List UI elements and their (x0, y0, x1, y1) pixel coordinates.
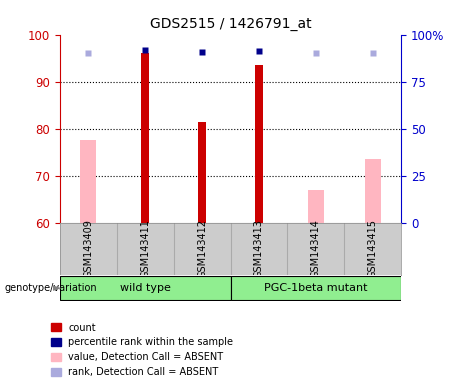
Legend: count, percentile rank within the sample, value, Detection Call = ABSENT, rank, : count, percentile rank within the sample… (51, 323, 233, 377)
Text: wild type: wild type (120, 283, 171, 293)
Bar (230, 276, 401, 300)
Text: PGC-1beta mutant: PGC-1beta mutant (264, 283, 367, 293)
Title: GDS2515 / 1426791_at: GDS2515 / 1426791_at (150, 17, 311, 31)
Text: GSM143411: GSM143411 (140, 219, 150, 278)
Bar (255, 65, 263, 223)
Bar (365, 159, 381, 223)
Bar (198, 122, 206, 223)
Text: GSM143409: GSM143409 (83, 219, 94, 278)
Bar (60, 276, 230, 300)
Bar (308, 190, 324, 223)
Bar (141, 53, 149, 223)
Bar (80, 141, 96, 223)
Text: GSM143413: GSM143413 (254, 219, 264, 278)
Text: ►: ► (53, 283, 61, 293)
Text: GSM143415: GSM143415 (367, 219, 378, 278)
Text: GSM143414: GSM143414 (311, 219, 321, 278)
Text: genotype/variation: genotype/variation (5, 283, 97, 293)
Text: GSM143412: GSM143412 (197, 219, 207, 278)
